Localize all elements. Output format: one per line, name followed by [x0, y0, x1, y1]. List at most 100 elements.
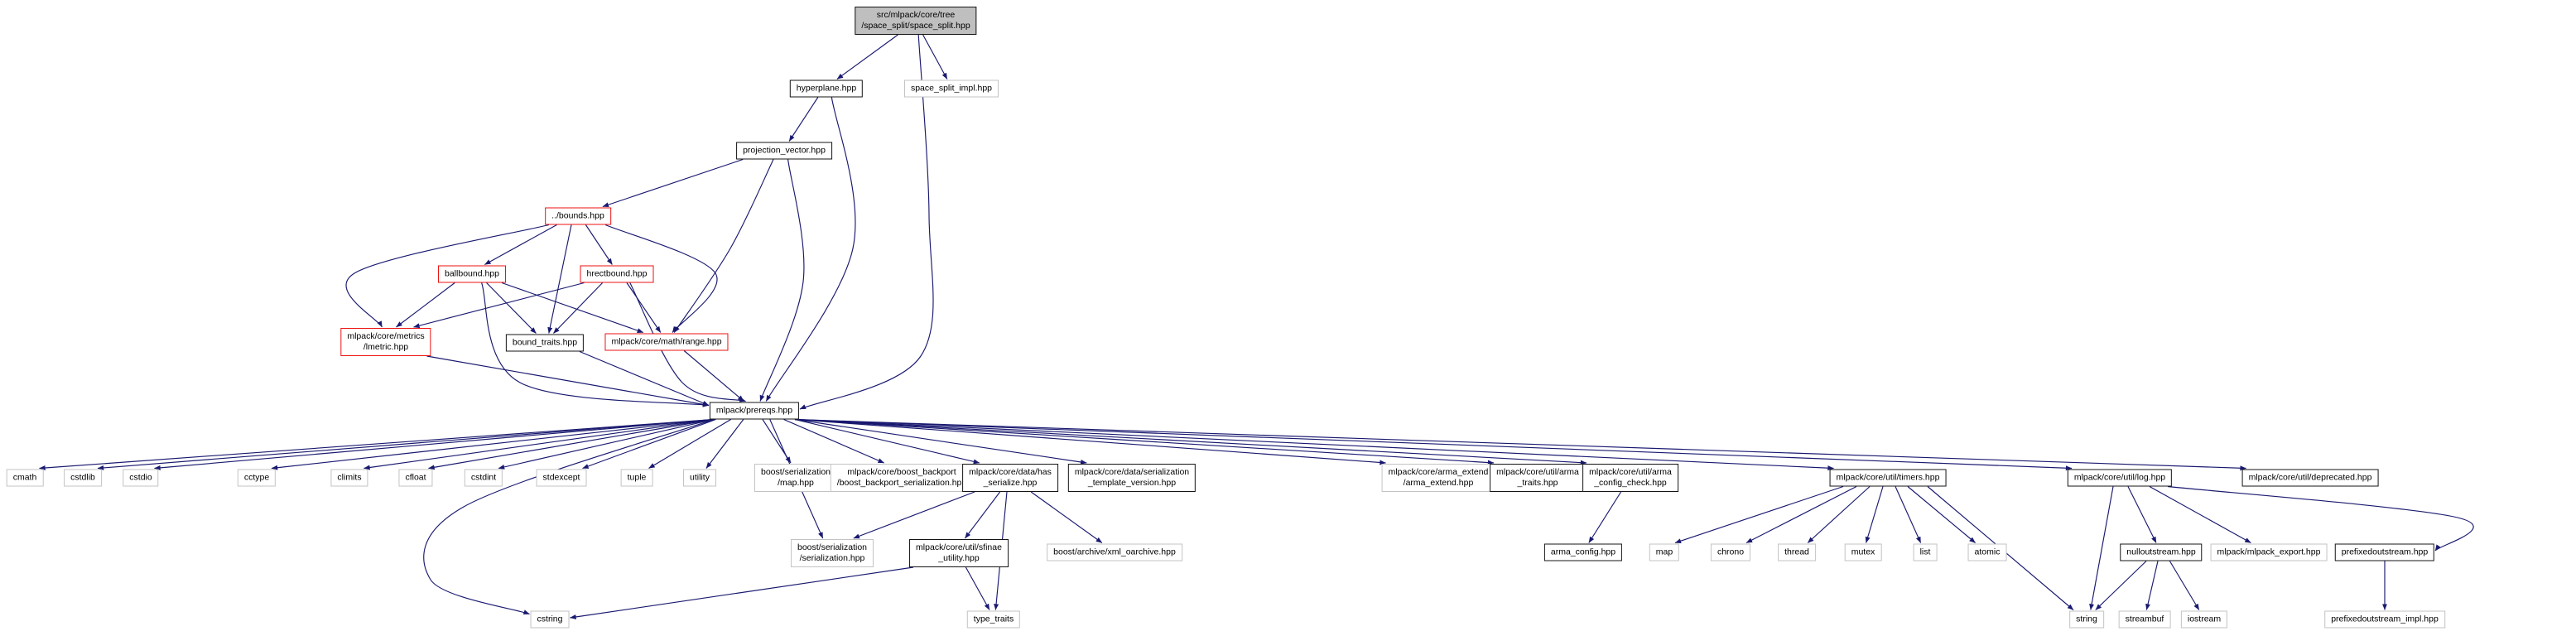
graph-node-space_split_impl[interactable]: space_split_impl.hpp — [903, 80, 999, 98]
graph-node-cmath[interactable]: cmath — [6, 469, 44, 487]
graph-node-cstring[interactable]: cstring — [530, 610, 570, 629]
edge-space_split-to-space_split_impl — [922, 34, 948, 80]
graph-node-list[interactable]: list — [1913, 543, 1938, 561]
graph-node-iostream[interactable]: iostream — [2180, 610, 2228, 629]
graph-node-utility[interactable]: utility — [683, 469, 716, 487]
edge-prereqs-to-cfloat — [428, 418, 715, 470]
graph-node-arma_extend[interactable]: mlpack/core/arma_extend /arma_extend.hpp — [1381, 464, 1495, 492]
graph-node-string[interactable]: string — [2069, 610, 2104, 629]
graph-node-arma_traits[interactable]: mlpack/core/util/arma _traits.hpp — [1490, 464, 1586, 492]
edge-prereqs-to-log — [794, 418, 2073, 471]
graph-node-arma_config[interactable]: arma_config.hpp — [1543, 543, 1623, 561]
graph-node-backport[interactable]: mlpack/core/boost_backport /boost_backpo… — [830, 464, 974, 492]
graph-node-type_traits[interactable]: type_traits — [966, 610, 1021, 629]
edge-prereqs-to-cstdint — [498, 418, 715, 470]
graph-node-ser_tmpl[interactable]: mlpack/core/data/serialization _template… — [1067, 464, 1197, 492]
graph-node-cstdint[interactable]: cstdint — [464, 469, 503, 487]
graph-node-prefixedoutstream[interactable]: prefixedoutstream.hpp — [2334, 543, 2435, 561]
graph-node-bounds[interactable]: ../bounds.hpp — [545, 207, 611, 225]
edge-ballbound-to-range — [501, 282, 644, 334]
edge-timers-to-chrono — [1745, 485, 1857, 544]
edge-prereqs-to-backport — [783, 418, 884, 464]
edge-space_split-to-prereqs — [799, 34, 934, 410]
edge-log-to-mlpack_export — [2149, 485, 2251, 544]
edge-range-to-prereqs — [683, 350, 744, 402]
graph-node-arma_config_check[interactable]: mlpack/core/util/arma _config_check.hpp — [1582, 464, 1678, 492]
edge-bounds-to-bound_traits — [547, 224, 572, 334]
edge-prereqs-to-timers — [794, 418, 1834, 471]
graph-node-range[interactable]: mlpack/core/math/range.hpp — [604, 333, 729, 351]
graph-node-atomic[interactable]: atomic — [1967, 543, 2007, 561]
edge-hyperplane-to-projection_vector — [788, 97, 819, 142]
edge-prereqs-to-cstring — [423, 418, 715, 615]
edge-prereqs-to-climits — [364, 418, 715, 470]
edge-nulloutstream-to-streambuf — [2145, 561, 2159, 610]
graph-node-xml_oarchive[interactable]: boost/archive/xml_oarchive.hpp — [1047, 543, 1182, 561]
edge-nulloutstream-to-iostream — [2169, 561, 2200, 610]
graph-node-po_impl[interactable]: prefixedoutstream_impl.hpp — [2324, 610, 2445, 629]
graph-node-tuple[interactable]: tuple — [620, 469, 653, 487]
graph-node-has_serialize[interactable]: mlpack/core/data/has _serialize.hpp — [962, 464, 1058, 492]
graph-node-mutex[interactable]: mutex — [1844, 543, 1882, 561]
edge-arma_config_check-to-arma_config — [1588, 491, 1622, 543]
edge-hrectbound-to-prereqs — [629, 282, 746, 402]
graph-node-cctype[interactable]: cctype — [237, 469, 277, 487]
graph-node-lmetric[interactable]: mlpack/core/metrics /lmetric.hpp — [340, 328, 431, 356]
graph-node-sfinae[interactable]: mlpack/core/util/sfinae _utility.hpp — [909, 539, 1009, 567]
edge-projection_vector-to-range — [673, 159, 774, 333]
edge-prereqs-to-deprecated — [794, 418, 2246, 471]
graph-node-hrectbound[interactable]: hrectbound.hpp — [580, 265, 654, 283]
edge-log-to-nulloutstream — [2127, 486, 2157, 543]
graph-node-space_split[interactable]: src/mlpack/core/tree /space_split/space_… — [855, 7, 977, 35]
graph-node-stdexcept[interactable]: stdexcept — [536, 469, 587, 487]
edge-nulloutstream-to-string — [2095, 561, 2147, 610]
graph-node-ser_ser[interactable]: boost/serialization /serialization.hpp — [790, 539, 874, 567]
edge-ballbound-to-prereqs — [481, 282, 710, 407]
graph-node-ballbound[interactable]: ballbound.hpp — [438, 265, 506, 283]
graph-node-bound_traits[interactable]: bound_traits.hpp — [505, 334, 585, 352]
graph-node-cstdio[interactable]: cstdio — [123, 469, 159, 487]
graph-node-hyperplane[interactable]: hyperplane.hpp — [789, 80, 864, 98]
edge-hrectbound-to-range — [626, 282, 662, 333]
edge-prereqs-to-cmath — [39, 418, 715, 470]
edge-projection_vector-to-bounds — [602, 158, 744, 208]
graph-node-timers[interactable]: mlpack/core/util/timers.hpp — [1829, 469, 1947, 487]
edge-ballbound-to-lmetric — [396, 282, 455, 328]
edge-hrectbound-to-lmetric — [413, 282, 585, 329]
graph-node-log[interactable]: mlpack/core/util/log.hpp — [2067, 469, 2173, 487]
edge-timers-to-thread — [1807, 486, 1871, 543]
graph-node-nulloutstream[interactable]: nulloutstream.hpp — [2120, 543, 2203, 561]
edge-prereqs-to-cctype — [271, 418, 715, 470]
edge-has_serialize-to-sfinae — [964, 491, 1001, 539]
edge-ballbound-to-bound_traits — [486, 282, 537, 334]
edge-prereqs-to-arma_traits — [794, 418, 1495, 465]
edge-has_serialize-to-ser_ser — [853, 491, 975, 539]
graph-node-streambuf[interactable]: streambuf — [2118, 610, 2171, 629]
edge-has_serialize-to-xml_oarchive — [1030, 491, 1103, 543]
edge-bounds-to-range — [604, 224, 718, 333]
graph-node-thread[interactable]: thread — [1778, 543, 1816, 561]
graph-node-cstdlib[interactable]: cstdlib — [64, 469, 102, 487]
graph-node-chrono[interactable]: chrono — [1710, 543, 1751, 561]
edge-prereqs-to-arma_extend — [794, 418, 1386, 465]
graph-node-ser_map[interactable]: boost/serialization /map.hpp — [754, 464, 838, 492]
graph-node-climits[interactable]: climits — [330, 469, 368, 487]
edge-prereqs-to-stdexcept — [582, 418, 716, 470]
graph-node-deprecated[interactable]: mlpack/core/util/deprecated.hpp — [2241, 469, 2379, 487]
graph-node-map[interactable]: map — [1649, 543, 1680, 561]
edge-timers-to-list — [1895, 486, 1922, 543]
edge-space_split-to-hyperplane — [836, 34, 898, 80]
graph-node-mlpack_export[interactable]: mlpack/mlpack_export.hpp — [2210, 543, 2328, 561]
edge-bounds-to-lmetric — [345, 224, 550, 328]
edge-prereqs-to-ser_tmpl — [794, 418, 1087, 465]
edge-sfinae-to-cstring — [570, 566, 914, 619]
graph-node-prereqs[interactable]: mlpack/prereqs.hpp — [709, 402, 800, 420]
edge-bound_traits-to-prereqs — [579, 350, 710, 407]
edge-lmetric-to-prereqs — [426, 355, 710, 407]
edge-prereqs-to-tuple — [648, 419, 731, 469]
graph-node-projection_vector[interactable]: projection_vector.hpp — [736, 142, 832, 160]
edge-log-to-prefixedoutstream — [2167, 485, 2474, 552]
graph-node-cfloat[interactable]: cfloat — [398, 469, 433, 487]
